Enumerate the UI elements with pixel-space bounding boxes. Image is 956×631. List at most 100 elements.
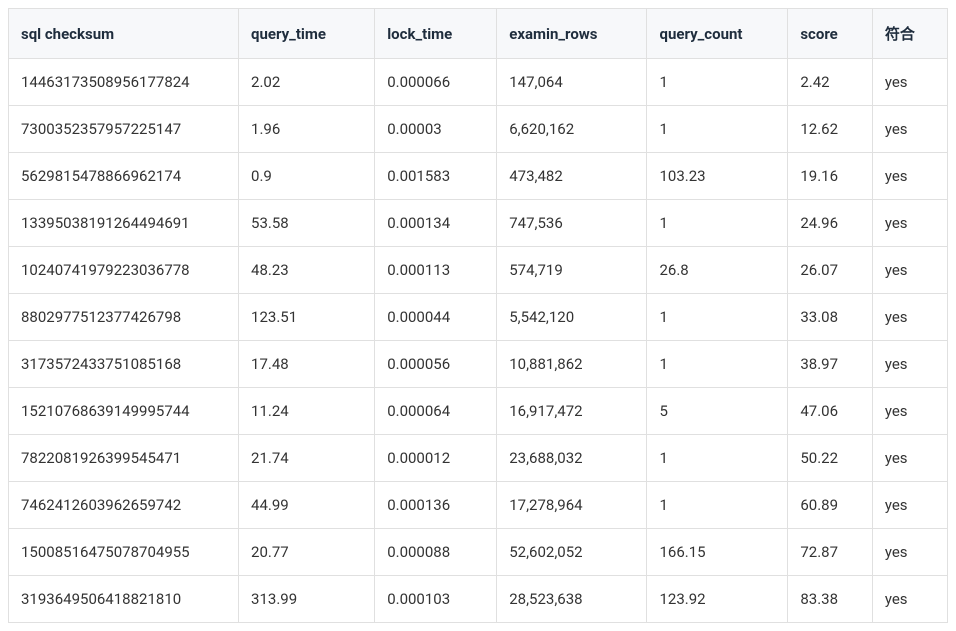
- cell-lock_time: 0.000066: [375, 59, 497, 106]
- cell-examin_rows: 28,523,638: [497, 576, 647, 623]
- cell-checksum: 8802977512377426798: [9, 294, 239, 341]
- cell-query_time: 53.58: [239, 200, 375, 247]
- table-row[interactable]: 317357243375108516817.480.00005610,881,8…: [9, 341, 948, 388]
- cell-query_time: 11.24: [239, 388, 375, 435]
- cell-lock_time: 0.000064: [375, 388, 497, 435]
- cell-query_count: 1: [647, 106, 788, 153]
- cell-query_time: 44.99: [239, 482, 375, 529]
- cell-fit: yes: [872, 153, 947, 200]
- cell-score: 38.97: [788, 341, 873, 388]
- cell-score: 50.22: [788, 435, 873, 482]
- cell-examin_rows: 473,482: [497, 153, 647, 200]
- cell-checksum: 5629815478866962174: [9, 153, 239, 200]
- cell-query_time: 0.9: [239, 153, 375, 200]
- cell-examin_rows: 16,917,472: [497, 388, 647, 435]
- col-header-query-time[interactable]: query_time: [239, 9, 375, 59]
- cell-fit: yes: [872, 388, 947, 435]
- cell-lock_time: 0.00003: [375, 106, 497, 153]
- cell-query_count: 103.23: [647, 153, 788, 200]
- cell-query_count: 166.15: [647, 529, 788, 576]
- cell-lock_time: 0.000113: [375, 247, 497, 294]
- cell-lock_time: 0.000056: [375, 341, 497, 388]
- cell-checksum: 3193649506418821810: [9, 576, 239, 623]
- table-body: 144631735089561778242.020.000066147,0641…: [9, 59, 948, 623]
- cell-query_count: 5: [647, 388, 788, 435]
- cell-fit: yes: [872, 576, 947, 623]
- cell-checksum: 10240741979223036778: [9, 247, 239, 294]
- cell-checksum: 7822081926399545471: [9, 435, 239, 482]
- cell-query_time: 17.48: [239, 341, 375, 388]
- col-header-examin-rows[interactable]: examin_rows: [497, 9, 647, 59]
- cell-query_count: 26.8: [647, 247, 788, 294]
- table-row[interactable]: 782208192639954547121.740.00001223,688,0…: [9, 435, 948, 482]
- cell-score: 72.87: [788, 529, 873, 576]
- cell-examin_rows: 574,719: [497, 247, 647, 294]
- cell-score: 47.06: [788, 388, 873, 435]
- sql-metrics-table: sql checksum query_time lock_time examin…: [8, 8, 948, 623]
- cell-checksum: 14463173508956177824: [9, 59, 239, 106]
- cell-query_count: 1: [647, 435, 788, 482]
- cell-lock_time: 0.000103: [375, 576, 497, 623]
- cell-checksum: 15210768639149995744: [9, 388, 239, 435]
- cell-lock_time: 0.000012: [375, 435, 497, 482]
- cell-fit: yes: [872, 247, 947, 294]
- cell-checksum: 3173572433751085168: [9, 341, 239, 388]
- cell-checksum: 7300352357957225147: [9, 106, 239, 153]
- cell-checksum: 15008516475078704955: [9, 529, 239, 576]
- cell-fit: yes: [872, 482, 947, 529]
- cell-fit: yes: [872, 200, 947, 247]
- cell-score: 12.62: [788, 106, 873, 153]
- cell-score: 26.07: [788, 247, 873, 294]
- cell-query_count: 1: [647, 200, 788, 247]
- col-header-lock-time[interactable]: lock_time: [375, 9, 497, 59]
- table-row[interactable]: 56298154788669621740.90.001583473,482103…: [9, 153, 948, 200]
- cell-lock_time: 0.000044: [375, 294, 497, 341]
- cell-fit: yes: [872, 106, 947, 153]
- table-row[interactable]: 73003523579572251471.960.000036,620,1621…: [9, 106, 948, 153]
- cell-lock_time: 0.000134: [375, 200, 497, 247]
- cell-fit: yes: [872, 435, 947, 482]
- col-header-score[interactable]: score: [788, 9, 873, 59]
- col-header-fit[interactable]: 符合: [872, 9, 947, 59]
- cell-checksum: 7462412603962659742: [9, 482, 239, 529]
- cell-query_count: 1: [647, 482, 788, 529]
- cell-fit: yes: [872, 529, 947, 576]
- cell-examin_rows: 6,620,162: [497, 106, 647, 153]
- cell-score: 33.08: [788, 294, 873, 341]
- cell-query_time: 21.74: [239, 435, 375, 482]
- table-row[interactable]: 144631735089561778242.020.000066147,0641…: [9, 59, 948, 106]
- table-row[interactable]: 1500851647507870495520.770.00008852,602,…: [9, 529, 948, 576]
- cell-fit: yes: [872, 294, 947, 341]
- cell-fit: yes: [872, 341, 947, 388]
- cell-examin_rows: 17,278,964: [497, 482, 647, 529]
- cell-query_count: 1: [647, 59, 788, 106]
- cell-examin_rows: 747,536: [497, 200, 647, 247]
- table-row[interactable]: 3193649506418821810313.990.00010328,523,…: [9, 576, 948, 623]
- table-header: sql checksum query_time lock_time examin…: [9, 9, 948, 59]
- cell-score: 24.96: [788, 200, 873, 247]
- cell-query_time: 48.23: [239, 247, 375, 294]
- table-row[interactable]: 1521076863914999574411.240.00006416,917,…: [9, 388, 948, 435]
- cell-lock_time: 0.001583: [375, 153, 497, 200]
- cell-score: 60.89: [788, 482, 873, 529]
- cell-lock_time: 0.000088: [375, 529, 497, 576]
- cell-query_time: 2.02: [239, 59, 375, 106]
- cell-query_time: 1.96: [239, 106, 375, 153]
- table-row[interactable]: 1024074197922303677848.230.000113574,719…: [9, 247, 948, 294]
- cell-lock_time: 0.000136: [375, 482, 497, 529]
- table-row[interactable]: 1339503819126449469153.580.000134747,536…: [9, 200, 948, 247]
- col-header-query-count[interactable]: query_count: [647, 9, 788, 59]
- cell-score: 83.38: [788, 576, 873, 623]
- cell-query_time: 123.51: [239, 294, 375, 341]
- cell-fit: yes: [872, 59, 947, 106]
- cell-examin_rows: 52,602,052: [497, 529, 647, 576]
- cell-examin_rows: 10,881,862: [497, 341, 647, 388]
- col-header-checksum[interactable]: sql checksum: [9, 9, 239, 59]
- cell-checksum: 13395038191264494691: [9, 200, 239, 247]
- cell-query_count: 1: [647, 341, 788, 388]
- table-row[interactable]: 8802977512377426798123.510.0000445,542,1…: [9, 294, 948, 341]
- cell-query_count: 123.92: [647, 576, 788, 623]
- table-row[interactable]: 746241260396265974244.990.00013617,278,9…: [9, 482, 948, 529]
- cell-examin_rows: 147,064: [497, 59, 647, 106]
- cell-query_time: 313.99: [239, 576, 375, 623]
